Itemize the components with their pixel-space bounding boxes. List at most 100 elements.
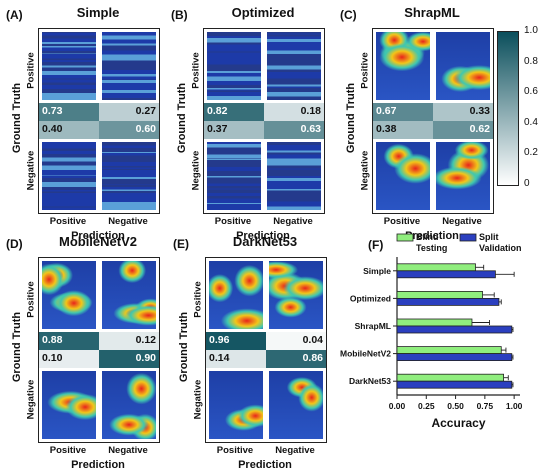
- bar-split-validation: [396, 325, 513, 334]
- colorbar-tick-label: 0.6: [524, 86, 538, 98]
- cell-value-fn: 0.18: [300, 105, 321, 117]
- col-label-negative-b: Negative: [273, 216, 313, 227]
- cell-value-band-fn: 0.27: [99, 103, 159, 121]
- cell-value-band-fn: 0.12: [99, 332, 159, 350]
- colorbar-tick-label: 0: [524, 178, 530, 189]
- cell-value-fp: 0.38: [376, 123, 397, 135]
- cell-image-tn: [436, 142, 490, 210]
- xlabel-b: Prediction: [236, 230, 290, 242]
- col-label-positive-e: Positive: [216, 445, 254, 456]
- panel-title-b: Optimized: [231, 5, 295, 20]
- cell-image-tp: [207, 32, 261, 100]
- cell-value-fn: 0.33: [469, 105, 490, 117]
- panel-title-e: DarkNet53: [232, 234, 298, 249]
- col-label-negative-c: Negative: [442, 216, 482, 227]
- cell-value-fp: 0.10: [42, 352, 63, 364]
- colorbar-tick-label: 0.8: [524, 55, 538, 67]
- bar-split-validation: [396, 297, 500, 306]
- cell-value-tn: 0.63: [300, 123, 321, 135]
- bar-blind-testing: [396, 346, 502, 355]
- bar-blind-testing: [396, 373, 504, 382]
- cell-value-band-tn: 0.60: [99, 121, 159, 139]
- cell-image-fn: [436, 32, 490, 100]
- cell-value-tn: 0.60: [135, 123, 156, 135]
- cell-image-fn: [269, 261, 323, 329]
- cell-image-fp: [42, 371, 96, 439]
- cell-image-fp: [42, 142, 96, 210]
- cell-value-band-tn: 0.63: [264, 121, 324, 139]
- xlabel-e: Prediction: [238, 459, 292, 471]
- col-label-negative-e: Negative: [275, 445, 315, 456]
- col-label-positive-a: Positive: [49, 216, 87, 227]
- cell-value-fp: 0.37: [207, 123, 228, 135]
- bar-blind-testing: [396, 263, 476, 272]
- cell-value-tp: 0.88: [42, 334, 63, 346]
- panel-title-d: MobileNetV2: [58, 234, 137, 249]
- cell-value-band-fp: 0.37: [204, 121, 264, 139]
- panel-letter-c: (C): [340, 8, 357, 22]
- cell-value-tp: 0.67: [376, 105, 397, 117]
- category-label: Optimized: [350, 293, 391, 303]
- cell-image-fn: [267, 32, 321, 100]
- cell-value-band-fn: 0.18: [264, 103, 324, 121]
- x-axis-title: Accuracy: [431, 416, 485, 430]
- bar-split-validation: [396, 270, 496, 279]
- cell-value-tp: 0.96: [209, 334, 230, 346]
- colorbar-tick-label: 0.4: [524, 116, 538, 128]
- confusion-matrix-e: 0.96 0.04 0.14 0.86: [205, 257, 327, 443]
- cell-image-fn: [102, 32, 156, 100]
- cell-image-fp: [207, 142, 261, 210]
- cell-image-fp: [376, 142, 430, 210]
- cell-image-fn: [102, 261, 156, 329]
- cell-value-band-fp: 0.10: [39, 350, 99, 368]
- cell-image-tn: [102, 371, 156, 439]
- confusion-matrix-c: 0.67 0.33 0.38 0.62: [372, 28, 494, 214]
- xlabel-a: Prediction: [71, 230, 125, 242]
- col-label-positive-d: Positive: [49, 445, 87, 456]
- cell-image-tn: [102, 142, 156, 210]
- category-label: MobileNetV2: [340, 349, 391, 359]
- cell-image-tp: [42, 32, 96, 100]
- xlabel-d: Prediction: [71, 459, 125, 471]
- confusion-matrix-b: 0.82 0.18 0.37 0.63: [203, 28, 325, 214]
- cell-value-band-tn: 0.86: [266, 350, 326, 368]
- cell-image-tn: [267, 142, 321, 210]
- bar-blind-testing: [396, 290, 483, 299]
- bar-split-validation: [396, 353, 513, 362]
- category-label: DarkNet53: [349, 376, 391, 386]
- cell-image-tn: [269, 371, 323, 439]
- col-label-negative-a: Negative: [108, 216, 148, 227]
- x-tick-label: 0.75: [477, 401, 494, 411]
- category-label: Simple: [363, 266, 391, 276]
- cell-value-tn: 0.62: [469, 123, 490, 135]
- accuracy-bar-chart: 0.00 0.25 0.50 0.75 1.00 Accuracy Simple Optimi…: [340, 232, 523, 430]
- cell-value-band-tn: 0.90: [99, 350, 159, 368]
- cell-value-fn: 0.12: [135, 334, 156, 346]
- cell-value-band-fp: 0.40: [39, 121, 99, 139]
- col-label-positive-b: Positive: [214, 216, 252, 227]
- legend-label: Split: [479, 232, 499, 242]
- colorbar-tick-label: 1.0: [524, 25, 538, 36]
- cell-value-fn: 0.04: [302, 334, 323, 346]
- colorbar-tick-label: 0.2: [524, 147, 538, 159]
- bar-blind-testing: [396, 318, 473, 327]
- col-label-negative-d: Negative: [108, 445, 148, 456]
- cell-value-band-fn: 0.04: [266, 332, 326, 350]
- confusion-matrix-a: 0.73 0.27 0.40 0.60: [38, 28, 160, 214]
- cell-value-band-tp: 0.73: [39, 103, 99, 121]
- x-tick-label: 0.00: [389, 401, 406, 411]
- x-tick-label: 1.00: [506, 401, 523, 411]
- panel-letter-b: (B): [171, 8, 188, 22]
- col-label-positive-c: Positive: [383, 216, 421, 227]
- x-tick-label: 0.50: [447, 401, 464, 411]
- legend-label: Testing: [416, 243, 447, 253]
- cell-value-fn: 0.27: [135, 105, 156, 117]
- confusion-matrix-d: 0.88 0.12 0.10 0.90: [38, 257, 160, 443]
- cell-value-band-tp: 0.96: [206, 332, 266, 350]
- panel-letter-e: (E): [173, 237, 189, 251]
- legend-label: Validation: [479, 243, 522, 253]
- cell-image-fp: [209, 371, 263, 439]
- cell-image-tp: [42, 261, 96, 329]
- cell-value-fp: 0.14: [209, 352, 230, 364]
- panel-letter-f: (F): [368, 238, 384, 252]
